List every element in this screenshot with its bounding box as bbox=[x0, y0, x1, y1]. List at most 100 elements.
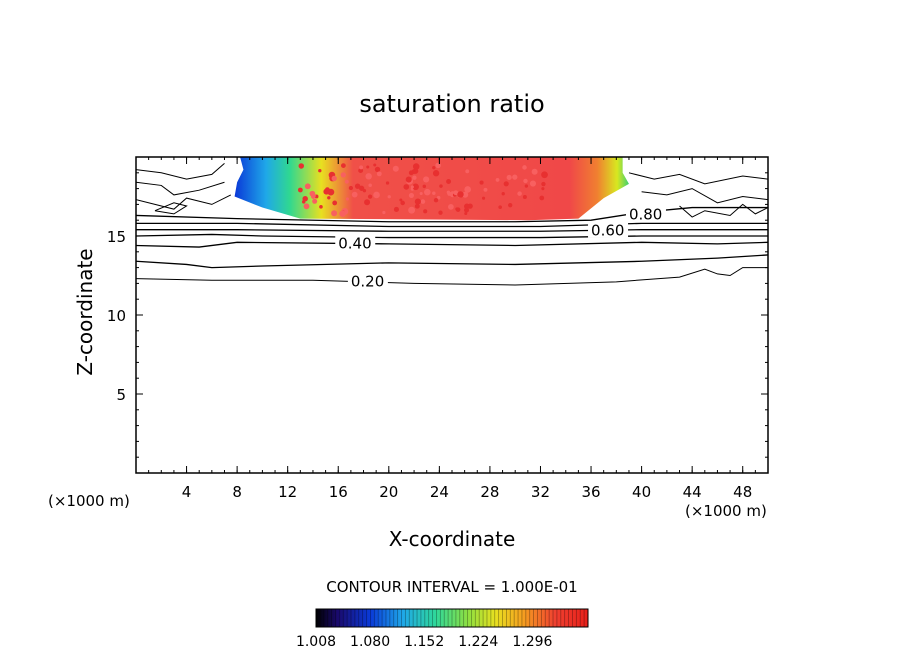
field-speckle bbox=[368, 183, 372, 187]
field-speckle bbox=[435, 162, 441, 169]
field-speckle bbox=[341, 163, 346, 168]
plot-area bbox=[136, 157, 768, 286]
field-speckle bbox=[446, 190, 451, 194]
field-speckle bbox=[439, 184, 443, 188]
field-speckle bbox=[366, 165, 370, 169]
field-speckle bbox=[327, 196, 331, 200]
field-speckle bbox=[339, 210, 346, 217]
field-speckle bbox=[479, 180, 484, 185]
field-speckle bbox=[403, 184, 410, 190]
field-speckle bbox=[464, 186, 471, 193]
supersaturated-area bbox=[234, 157, 629, 221]
field-speckle bbox=[362, 188, 367, 193]
colorbar-tick-label: 1.152 bbox=[404, 634, 444, 650]
contour-line bbox=[136, 181, 225, 196]
contour-label: 0.40 bbox=[338, 234, 371, 252]
contour-line bbox=[136, 241, 768, 248]
contour-label: 0.20 bbox=[351, 272, 384, 290]
field-speckle bbox=[422, 184, 427, 189]
field-speckle bbox=[501, 192, 505, 196]
x-axis-unit-left: (×1000 m) bbox=[48, 492, 130, 510]
colorbar-tick-label: 1.224 bbox=[458, 634, 498, 650]
contour-line bbox=[154, 202, 188, 215]
y-tick-label: 5 bbox=[116, 386, 126, 404]
x-tick-label: 36 bbox=[581, 483, 600, 501]
field-speckle bbox=[359, 165, 364, 170]
contour-line bbox=[679, 203, 768, 218]
field-speckle bbox=[405, 176, 412, 183]
x-tick-label: 48 bbox=[733, 483, 752, 501]
y-axis-label: Z-coordinate bbox=[73, 248, 97, 375]
field-speckle bbox=[503, 181, 509, 187]
field-speckle bbox=[340, 172, 346, 178]
field-speckle bbox=[382, 210, 386, 215]
field-speckle bbox=[414, 198, 421, 205]
contour-line bbox=[136, 162, 225, 180]
field-speckle bbox=[522, 165, 527, 170]
field-speckle bbox=[465, 169, 470, 174]
field-speckle bbox=[354, 183, 361, 189]
x-axis-label: X-coordinate bbox=[389, 527, 516, 551]
field-speckle bbox=[529, 180, 537, 187]
field-speckle bbox=[464, 203, 470, 210]
field-speckle bbox=[432, 191, 436, 195]
contour-label-bg bbox=[625, 206, 666, 222]
contour-label: 0.80 bbox=[629, 205, 662, 223]
field-speckle bbox=[376, 171, 382, 177]
x-tick-label: 8 bbox=[232, 483, 242, 501]
field-speckle bbox=[367, 194, 373, 199]
field-speckle bbox=[414, 203, 420, 209]
contour-labels: 0.20 0.40 0.60 0.80 bbox=[335, 205, 666, 290]
contour-line bbox=[136, 222, 768, 228]
y-tick-label: 10 bbox=[107, 307, 126, 325]
x-tick-label: 28 bbox=[480, 483, 499, 501]
field-speckle bbox=[448, 203, 454, 210]
field-speckle bbox=[348, 185, 354, 191]
field-speckle bbox=[351, 191, 358, 198]
field-speckle bbox=[483, 187, 488, 192]
field-speckle bbox=[359, 185, 365, 191]
contour-label-bg bbox=[588, 222, 629, 238]
y-axis-ticks: 5 10 15 bbox=[107, 172, 768, 458]
contour-label-bg bbox=[335, 235, 376, 251]
field-speckle bbox=[498, 205, 503, 210]
field-speckle bbox=[462, 191, 469, 198]
contour-line bbox=[136, 233, 768, 239]
field-speckle bbox=[523, 178, 528, 184]
field-speckle bbox=[408, 206, 416, 214]
field-speckle bbox=[297, 187, 303, 193]
field-speckle bbox=[408, 192, 415, 198]
field-speckle bbox=[512, 174, 518, 180]
field-speckle bbox=[412, 183, 419, 191]
colorbar-tick-label: 1.296 bbox=[512, 634, 552, 650]
field-speckle bbox=[432, 166, 436, 170]
contour-line bbox=[136, 254, 768, 269]
colorbar bbox=[315, 608, 589, 628]
x-tick-label: 32 bbox=[531, 483, 550, 501]
field-speckle bbox=[423, 209, 428, 214]
field-speckle bbox=[419, 192, 423, 196]
field-speckle bbox=[393, 206, 399, 212]
x-tick-label: 4 bbox=[182, 483, 192, 501]
colorbar-tick-label: 1.080 bbox=[350, 634, 390, 650]
field-speckle bbox=[446, 179, 452, 184]
contour-line bbox=[136, 194, 232, 210]
chart-title: saturation ratio bbox=[359, 90, 544, 118]
field-speckle bbox=[508, 202, 513, 208]
field-speckle bbox=[302, 195, 308, 202]
field-speckle bbox=[323, 188, 330, 195]
field-speckle bbox=[387, 195, 391, 199]
y-tick-label: 15 bbox=[107, 228, 126, 246]
field-speckle bbox=[365, 173, 372, 180]
colorbar-ticks: 1.008 1.080 1.152 1.224 1.296 bbox=[296, 634, 553, 650]
field-speckle bbox=[517, 191, 522, 196]
field-speckle bbox=[495, 178, 500, 182]
field-speckle bbox=[453, 190, 459, 196]
field-speckle bbox=[541, 181, 546, 187]
field-speckle bbox=[432, 170, 440, 177]
contour-label-bg bbox=[347, 273, 388, 289]
field-speckle bbox=[331, 210, 338, 217]
field-speckle bbox=[423, 176, 430, 183]
field-speckle bbox=[311, 194, 316, 199]
field-speckle bbox=[303, 203, 310, 210]
